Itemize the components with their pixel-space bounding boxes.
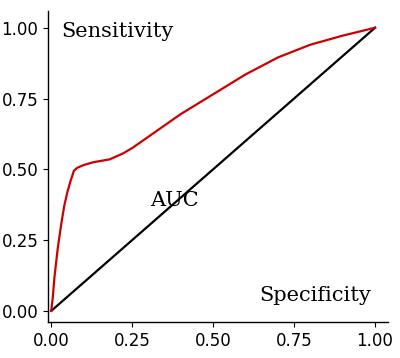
Text: Sensitivity: Sensitivity [62,21,174,41]
Text: AUC: AUC [150,192,199,211]
Text: Specificity: Specificity [259,286,371,305]
